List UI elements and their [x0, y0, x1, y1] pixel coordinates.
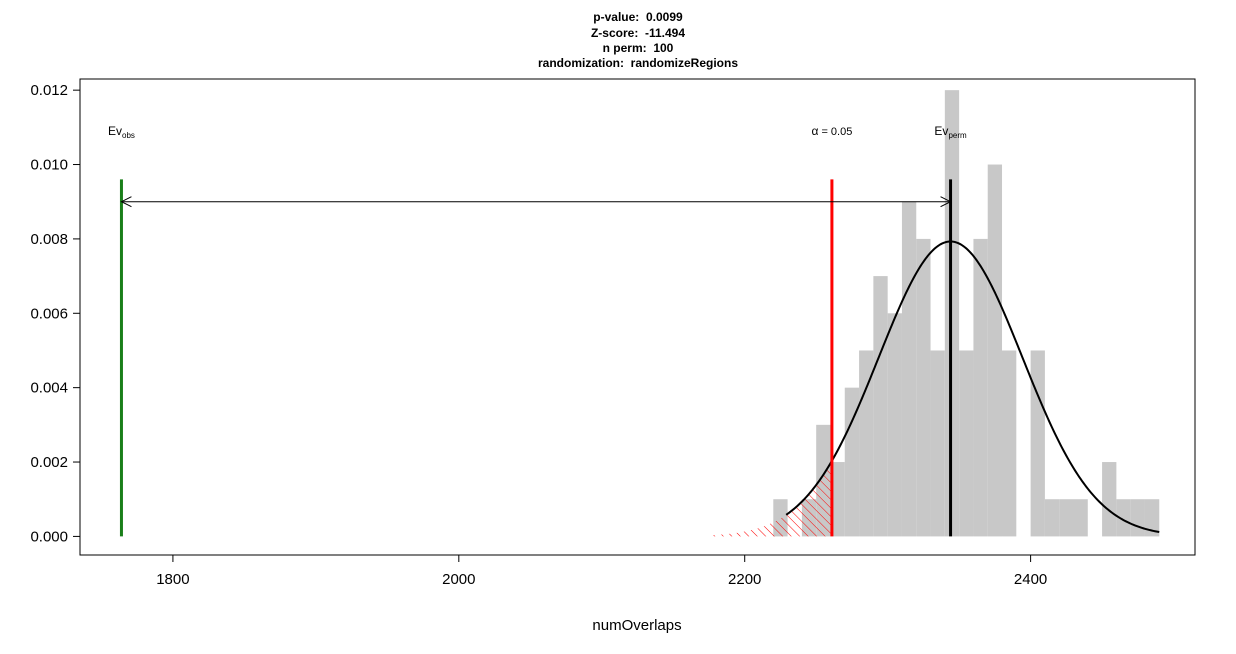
title-randomization: randomization: randomizeRegions	[538, 56, 738, 70]
alpha-label: α = 0.05	[811, 124, 852, 138]
rejection-region-hatch	[708, 460, 832, 537]
histogram-bar	[844, 387, 860, 537]
density-curve	[785, 240, 1160, 534]
histogram-bar	[830, 462, 845, 537]
histogram-bar	[1059, 499, 1074, 537]
histogram-bar	[873, 276, 888, 537]
histogram-bar	[1144, 499, 1160, 537]
y-tick-label: 0.008	[30, 231, 68, 248]
rejection-region	[708, 460, 832, 537]
y-tick-label: 0.000	[30, 528, 68, 545]
x-axis: 1800 2000 2200 2400	[156, 554, 1047, 588]
title-nperm: n perm: 100	[603, 41, 674, 55]
x-tick-label: 2000	[442, 571, 475, 588]
histogram-bar	[901, 201, 917, 537]
density-curve-layer	[785, 240, 1160, 534]
arrow-head-right	[940, 196, 952, 208]
histogram-bar	[930, 350, 945, 537]
histogram-bar	[887, 313, 902, 537]
chart-title: p-value: 0.0099 Z-score: -11.494 n perm:…	[538, 10, 738, 70]
ev-perm-label: Evperm	[934, 124, 967, 140]
title-pvalue: p-value: 0.0099	[593, 10, 683, 24]
y-tick-label: 0.010	[30, 157, 68, 174]
y-tick-label: 0.002	[30, 454, 68, 471]
histogram-bar	[1073, 499, 1088, 537]
histogram-bar	[1002, 350, 1017, 537]
ev-obs-label: Evobs	[108, 124, 135, 140]
histogram-bar	[1030, 350, 1045, 537]
y-tick-label: 0.004	[30, 380, 68, 397]
y-tick-label: 0.006	[30, 305, 68, 322]
x-tick-label: 1800	[156, 571, 189, 588]
x-tick-label: 2400	[1014, 571, 1047, 588]
histogram-bars	[773, 90, 1160, 537]
x-axis-title: numOverlaps	[592, 617, 681, 634]
x-tick-label: 2200	[728, 571, 761, 588]
reference-lines	[119, 179, 953, 537]
histogram-bar	[1116, 499, 1131, 537]
histogram-bar	[987, 164, 1003, 537]
y-axis: 0.000 0.002 0.004 0.006 0.008 0.010 0.012	[30, 82, 81, 545]
title-zscore: Z-score: -11.494	[591, 26, 685, 40]
histogram-bar	[1044, 499, 1060, 537]
plot-frame	[79, 78, 1196, 556]
histogram-bar	[1102, 462, 1117, 537]
y-tick-label: 0.012	[30, 82, 68, 99]
histogram-bar	[973, 238, 988, 537]
histogram-bar	[916, 238, 931, 537]
histogram-bar	[1130, 499, 1145, 537]
histogram-bar	[959, 350, 974, 537]
arrow-head-left	[120, 196, 132, 208]
